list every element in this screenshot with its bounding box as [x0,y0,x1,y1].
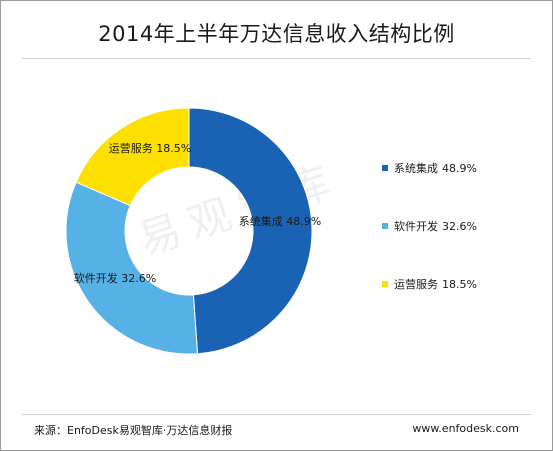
source-note: 来源：EnfoDesk易观智库·万达信息财报 [34,424,233,437]
slice-data-label: 软件开发 32.6% [74,271,156,285]
legend-item-operation-services: 运营服务 18.5% [382,276,477,292]
legend-value: 32.6% [442,219,477,233]
slice-data-label: 系统集成 48.9% [239,214,321,228]
legend-label: 运营服务 [394,278,438,291]
legend-value: 48.9% [442,161,477,175]
legend-item-software-development: 软件开发 32.6% [382,218,477,234]
slice-operation-services [75,107,190,207]
donut-slices [65,107,313,355]
legend-value: 18.5% [442,277,477,291]
footer-divider [22,414,531,415]
donut-slice-labels: 系统集成 48.9% 软件开发 32.6% 运营服务 18.5% [74,141,321,285]
legend-swatch [382,223,388,229]
legend-label: 系统集成 [394,162,438,175]
slice-software-development [65,181,199,355]
slice-system-integration [188,107,313,355]
chart-legend: 系统集成 48.9% 软件开发 32.6% 运营服务 18.5% [382,160,477,334]
legend-label: 软件开发 [394,220,438,233]
legend-swatch [382,165,388,171]
site-url: www.enfodesk.com [412,422,519,435]
legend-swatch [382,281,388,287]
title-divider [22,58,531,59]
legend-item-system-integration: 系统集成 48.9% [382,160,477,176]
chart-title: 2014年上半年万达信息收入结构比例 [98,22,455,46]
slice-data-label: 运营服务 18.5% [109,141,191,155]
